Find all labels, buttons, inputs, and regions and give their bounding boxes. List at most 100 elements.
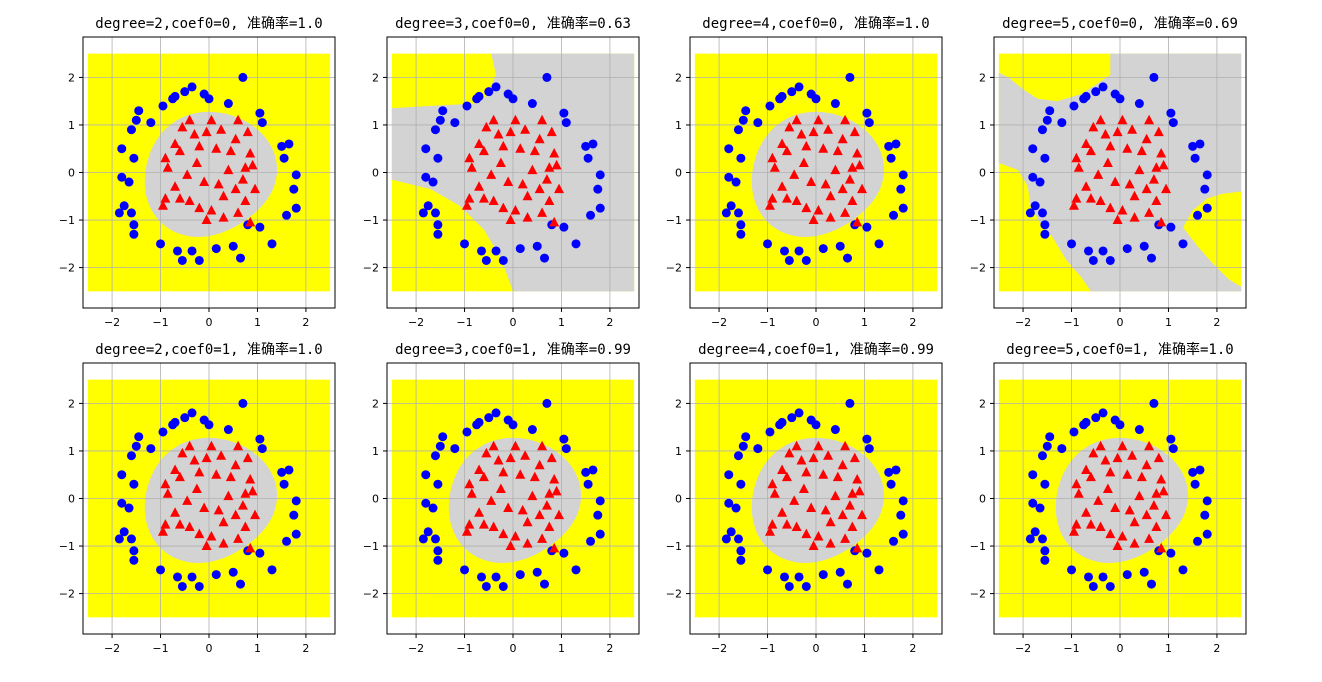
y-tick-label: −1 — [970, 540, 986, 553]
outer-class-point — [129, 555, 139, 565]
x-tick-label: −1 — [456, 642, 472, 655]
inner-class-point — [1124, 178, 1135, 189]
inner-class-point — [813, 114, 824, 125]
inner-class-point — [522, 190, 533, 201]
inner-class-point — [170, 464, 181, 474]
outer-class-point — [794, 408, 804, 418]
outer-class-point — [284, 465, 294, 475]
inner-class-point — [546, 126, 557, 137]
outer-class-point — [794, 572, 804, 582]
outer-class-point — [1098, 572, 1108, 582]
outer-class-point — [581, 467, 591, 477]
inner-class-point — [247, 159, 258, 170]
outer-class-point — [726, 201, 736, 211]
outer-class-point — [571, 239, 581, 249]
inner-class-point — [1129, 190, 1140, 201]
outer-class-point — [896, 510, 906, 520]
outer-class-point — [784, 255, 794, 265]
inner-class-point — [177, 121, 188, 132]
x-tick-label: −1 — [759, 316, 775, 329]
inner-class-point — [549, 216, 560, 227]
outer-class-point — [1166, 548, 1176, 558]
inner-class-point — [1071, 152, 1082, 163]
inner-class-point — [784, 121, 795, 132]
outer-class-point — [267, 239, 277, 249]
inner-class-point — [808, 452, 819, 463]
inner-class-point — [801, 528, 812, 539]
outer-class-point — [1190, 479, 1200, 489]
inner-class-point — [1081, 464, 1092, 474]
inner-class-point — [1156, 147, 1167, 158]
outer-class-point — [491, 572, 501, 582]
subplot-1: −2 −1 0 1 2 2 1 0 −1 −2 degree=2,coef0=0, 准确率=1.0 — [59, 15, 336, 329]
outer-class-point — [884, 467, 894, 477]
subplot-3: −2 −1 0 1 2 2 1 0 −1 −2 degree=4,coef0=0, 准确率=1.0 — [666, 15, 943, 329]
outer-class-point — [733, 125, 743, 135]
outer-class-point — [284, 139, 294, 149]
outer-class-point — [1040, 555, 1050, 565]
outer-class-point — [114, 208, 124, 218]
y-tick-label: 0 — [372, 493, 379, 506]
decision-region — [144, 111, 278, 237]
outer-class-point — [1040, 546, 1050, 556]
inner-class-point — [847, 521, 858, 532]
inner-class-point — [801, 140, 812, 151]
inner-class-point — [1141, 133, 1152, 144]
subplot-7: −2 −1 0 1 2 2 1 0 −1 −2 degree=4,coef0=1, 准确率=0.99 — [666, 341, 943, 655]
outer-class-point — [255, 548, 265, 558]
outer-class-point — [1202, 170, 1212, 180]
inner-class-point — [1148, 174, 1159, 184]
outer-class-point — [126, 208, 136, 218]
outer-class-point — [724, 172, 734, 182]
inner-class-point — [801, 466, 812, 477]
inner-class-point — [216, 450, 227, 460]
outer-class-point — [194, 581, 204, 591]
y-tick-label: 2 — [675, 71, 682, 84]
outer-class-point — [801, 581, 811, 591]
x-tick-label: 1 — [254, 316, 261, 329]
y-tick-label: −2 — [59, 588, 75, 601]
inner-class-point — [806, 176, 817, 187]
inner-class-point — [1122, 469, 1133, 479]
outer-class-point — [1200, 510, 1210, 520]
outer-class-point — [884, 141, 894, 151]
x-tick-label: −1 — [1063, 316, 1079, 329]
inner-class-point — [522, 538, 533, 548]
inner-class-point — [474, 138, 485, 148]
outer-class-point — [845, 398, 855, 408]
inner-class-point — [1073, 162, 1084, 172]
x-tick-label: −1 — [759, 642, 775, 655]
inner-class-point — [1088, 447, 1099, 458]
outer-class-point — [126, 125, 136, 135]
outer-class-point — [1134, 99, 1144, 109]
outer-class-point — [228, 567, 238, 577]
inner-class-point — [852, 542, 863, 553]
outer-class-point — [433, 479, 443, 489]
x-tick-label: −1 — [152, 316, 168, 329]
outer-class-point — [1115, 420, 1125, 430]
outer-class-point — [491, 408, 501, 418]
y-tick-label: 2 — [68, 397, 75, 410]
x-tick-label: −2 — [1015, 642, 1031, 655]
outer-class-point — [433, 220, 443, 230]
decision-region — [751, 111, 885, 237]
outer-class-point — [291, 496, 301, 506]
inner-class-point — [160, 152, 171, 163]
inner-class-point — [486, 169, 497, 179]
outer-class-point — [129, 229, 139, 239]
outer-class-point — [724, 498, 734, 508]
inner-class-point — [213, 504, 224, 515]
x-tick-label: 1 — [1165, 642, 1172, 655]
outer-class-point — [134, 106, 144, 116]
inner-class-point — [174, 193, 185, 203]
inner-class-point — [211, 469, 222, 479]
outer-class-point — [508, 94, 518, 104]
subplot-title: degree=2,coef0=0, 准确率=1.0 — [95, 15, 322, 32]
outer-class-point — [1028, 498, 1038, 508]
inner-class-point — [157, 200, 168, 210]
outer-class-point — [474, 91, 484, 101]
outer-class-point — [586, 210, 596, 220]
x-tick-label: 1 — [558, 316, 565, 329]
outer-class-point — [187, 408, 197, 418]
inner-class-point — [529, 145, 540, 156]
